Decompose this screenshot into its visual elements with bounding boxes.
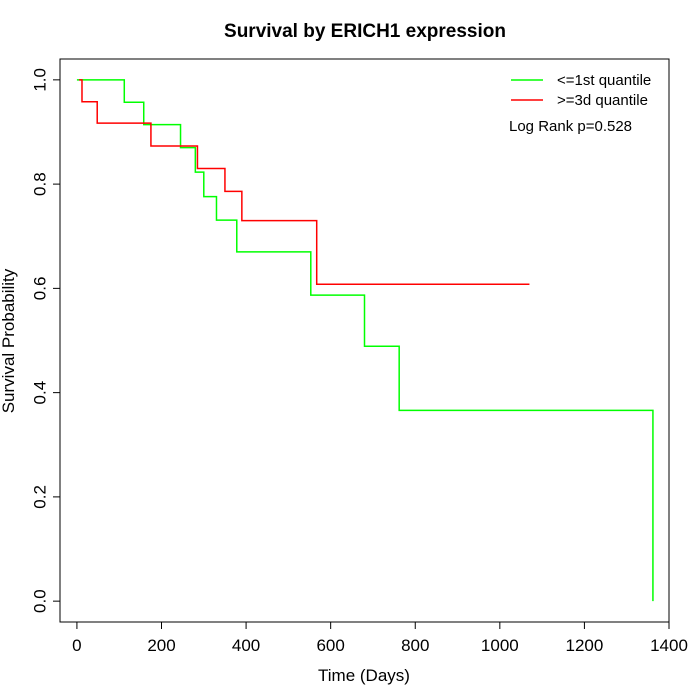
y-axis: 0.0 0.2 0.4 0.6 0.8 1.0 [30, 68, 61, 613]
x-tick-label: 200 [147, 636, 175, 655]
y-tick-label: 0.2 [30, 485, 49, 509]
x-tick-label: 1400 [650, 636, 688, 655]
y-tick-label: 0.6 [30, 277, 49, 301]
y-tick-label: 0.4 [30, 381, 49, 405]
x-tick-label: 1000 [481, 636, 519, 655]
logrank-annotation: Log Rank p=0.528 [509, 118, 632, 135]
y-tick-label: 0.8 [30, 172, 49, 196]
series-line-1 [79, 79, 530, 285]
x-axis: 0 200 400 600 800 1000 1200 1400 [72, 621, 688, 655]
x-tick-label: 1200 [566, 636, 604, 655]
x-tick-label: 0 [72, 636, 81, 655]
y-axis-label: Survival Probability [0, 268, 18, 413]
series-line-0 [76, 79, 654, 602]
x-tick-label: 600 [316, 636, 344, 655]
x-tick-label: 400 [232, 636, 260, 655]
x-tick-label: 800 [401, 636, 429, 655]
chart-title: Survival by ERICH1 expression [224, 21, 506, 42]
legend-label: <=1st quantile [557, 72, 651, 89]
y-tick-label: 1.0 [30, 68, 49, 92]
legend-label: >=3d quantile [557, 92, 648, 109]
y-tick-label: 0.0 [30, 589, 49, 613]
legend: <=1st quantile >=3d quantile [511, 72, 651, 109]
x-axis-label: Time (Days) [318, 666, 410, 685]
series-layer [76, 79, 654, 602]
